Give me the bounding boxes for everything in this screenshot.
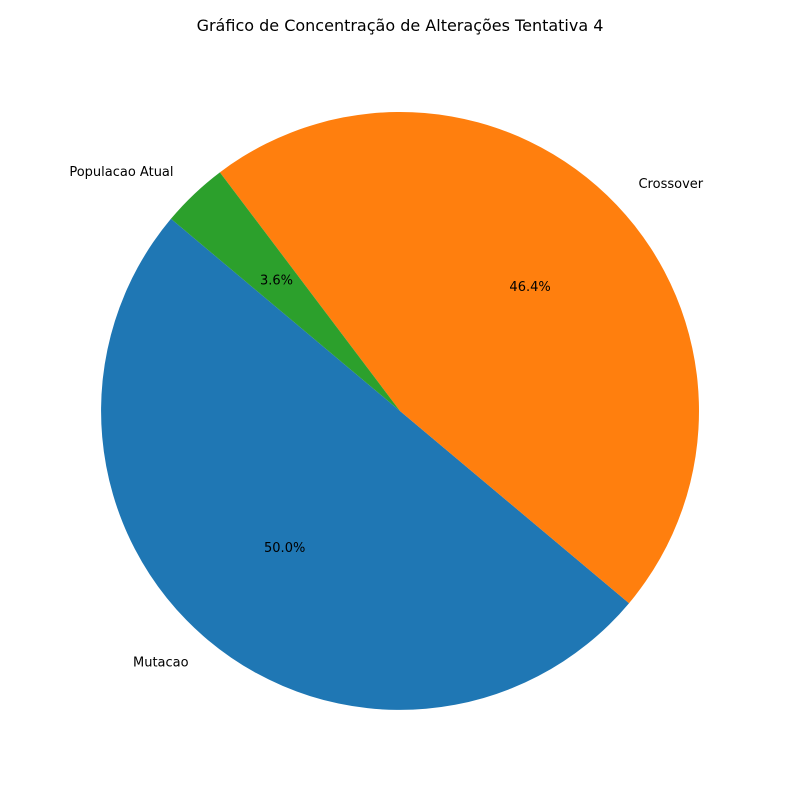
slice-label-crossover: Crossover (638, 177, 703, 192)
slice-label-populacao-atual: Populacao Atual (69, 165, 173, 180)
pct-label-populacao-atual: 3.6% (260, 273, 293, 288)
slice-label-mutacao: Mutacao (133, 655, 189, 670)
chart-title: Gráfico de Concentração de Alterações Te… (197, 16, 604, 35)
pie-slice-crossover (219, 112, 699, 604)
pie-slice-populacao-atual (170, 172, 400, 411)
pct-label-mutacao: 50.0% (264, 541, 305, 556)
pct-label-crossover: 46.4% (509, 280, 550, 295)
pie-labels: Mutacao 50.0% Crossover 46.4% Populacao Atua… (69, 165, 703, 670)
pie-slice-mutacao (101, 218, 630, 710)
pie-slices (101, 112, 699, 710)
